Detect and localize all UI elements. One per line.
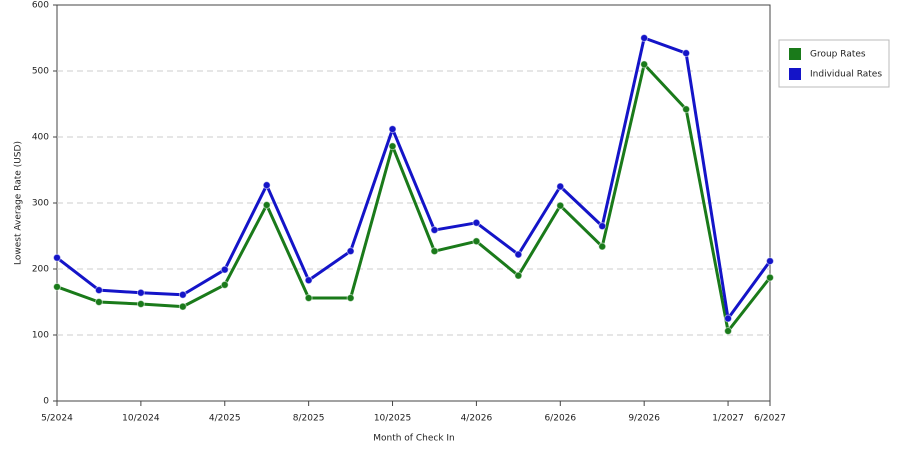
- data-point: [346, 294, 355, 303]
- plot-frame: [56, 4, 771, 402]
- data-point: [304, 276, 313, 285]
- y-tick-label: 600: [32, 1, 49, 11]
- data-point: [682, 49, 691, 58]
- x-tick-label: 4/2025: [209, 414, 241, 424]
- data-point: [598, 242, 607, 251]
- legend-label: Individual Rates: [810, 70, 882, 80]
- data-point: [724, 327, 733, 336]
- data-point: [766, 257, 774, 266]
- y-tick-label: 100: [32, 331, 49, 341]
- data-point: [53, 253, 61, 262]
- data-point: [262, 181, 271, 190]
- y-axis-label: Lowest Average Rate (USD): [14, 141, 24, 265]
- legend-swatch: [789, 48, 801, 60]
- x-axis-label: Month of Check In: [373, 434, 455, 444]
- data-point: [640, 34, 649, 42]
- x-tick-label: 9/2026: [628, 414, 660, 424]
- x-tick-label: 4/2026: [461, 414, 493, 424]
- data-point: [304, 294, 313, 303]
- data-point: [220, 265, 229, 274]
- data-point: [220, 280, 229, 289]
- data-point: [94, 286, 103, 295]
- x-tick-label: 1/2027: [712, 414, 744, 424]
- data-point: [262, 200, 271, 209]
- y-tick-label: 400: [32, 133, 49, 143]
- data-point: [640, 60, 649, 69]
- y-tick-label: 500: [32, 67, 49, 77]
- series-line: [56, 36, 772, 320]
- data-point: [472, 237, 481, 246]
- data-point: [388, 125, 397, 134]
- data-point: [430, 247, 439, 256]
- data-point: [53, 282, 61, 291]
- y-tick-label: 300: [32, 199, 49, 209]
- data-point: [766, 273, 774, 282]
- data-point: [724, 314, 733, 323]
- data-point: [178, 290, 187, 299]
- x-tick-label: 6/2026: [544, 414, 576, 424]
- x-tick-label: 10/2025: [374, 414, 411, 424]
- data-point: [514, 250, 523, 259]
- data-point: [472, 218, 481, 227]
- data-point: [556, 201, 565, 210]
- data-point: [598, 222, 607, 231]
- x-tick-label: 8/2025: [293, 414, 325, 424]
- data-point: [556, 182, 565, 191]
- y-tick-label: 0: [43, 397, 49, 407]
- y-tick-label: 200: [32, 265, 49, 275]
- data-point: [514, 271, 523, 280]
- x-tick-label: 5/2024: [41, 414, 73, 424]
- legend-label: Group Rates: [810, 50, 866, 60]
- series-line: [56, 62, 772, 333]
- data-point: [136, 299, 145, 308]
- data-point: [136, 288, 145, 297]
- data-point: [388, 142, 397, 151]
- x-tick-label: 6/2027: [754, 414, 786, 424]
- data-point: [178, 302, 187, 311]
- data-point: [430, 226, 439, 235]
- data-point: [94, 298, 103, 306]
- data-point: [346, 247, 355, 256]
- x-tick-label: 10/2024: [122, 414, 160, 424]
- legend-swatch: [789, 68, 801, 80]
- data-point: [682, 105, 691, 114]
